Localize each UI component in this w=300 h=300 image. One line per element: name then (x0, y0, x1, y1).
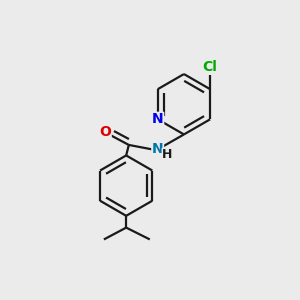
Text: N: N (152, 112, 164, 126)
Text: N: N (152, 142, 164, 156)
Text: Cl: Cl (202, 60, 217, 74)
Text: O: O (99, 125, 111, 139)
Text: H: H (162, 148, 172, 161)
